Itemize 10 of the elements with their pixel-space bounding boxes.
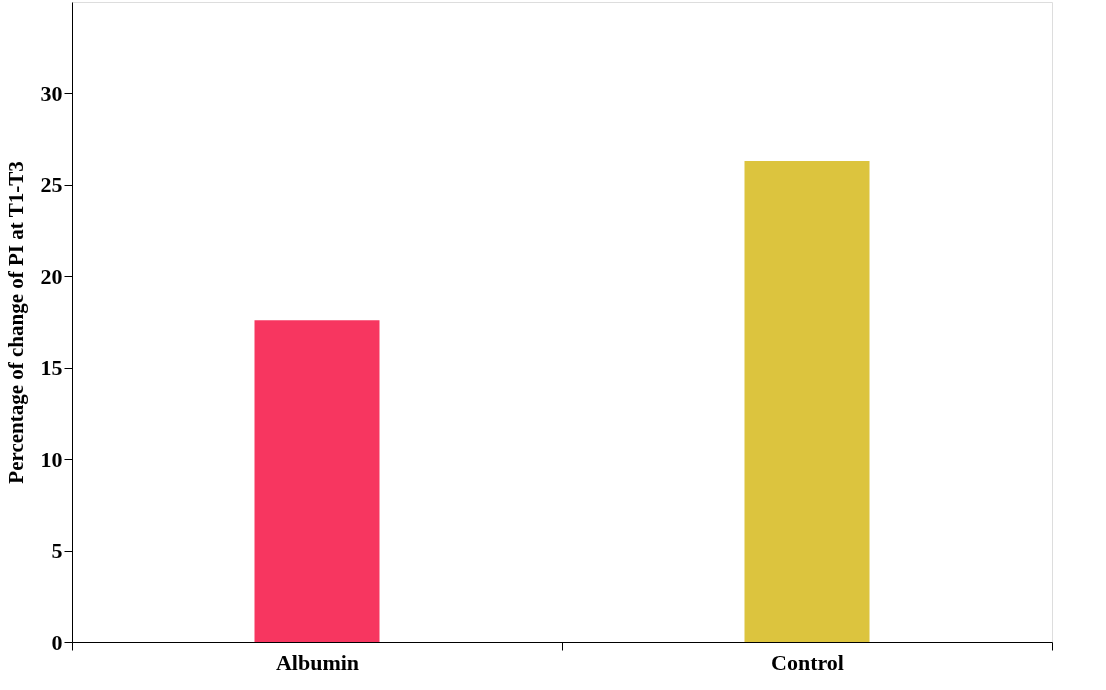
y-tick-label: 25 [40, 172, 63, 198]
y-tick-label: 20 [40, 263, 63, 289]
y-tick-label: 0 [51, 629, 63, 655]
y-tick-label: 15 [40, 355, 63, 381]
y-tick-label: 10 [40, 446, 63, 472]
x-tick-label: Control [771, 649, 844, 675]
x-tick-label: Albumin [275, 649, 360, 675]
y-tick-label: 5 [51, 538, 63, 564]
y-axis-title: Percentage of change of PI at T1-T3 [3, 161, 28, 484]
y-tick-label: 30 [40, 80, 63, 106]
